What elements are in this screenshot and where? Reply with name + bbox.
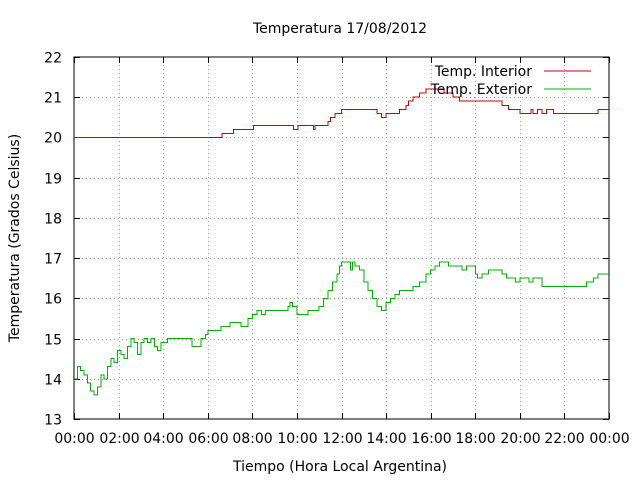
y-tick-label: 18: [44, 212, 62, 228]
series-layer: [74, 88, 609, 396]
y-tick-label: 20: [44, 131, 62, 147]
y-tick-label: 21: [44, 91, 62, 107]
x-tick-label: 06:00: [188, 431, 228, 447]
x-tick-label: 00:00: [589, 431, 629, 447]
y-tick-label: 17: [44, 252, 62, 268]
x-tick-label: 16:00: [411, 431, 451, 447]
x-axis-label: Tiempo (Hora Local Argentina): [232, 459, 447, 475]
tick-labels: 13 14 15 16 17 18 19 20 21 22 00:00 02:00 04:00 06:00…: [44, 51, 630, 448]
x-tick-label: 10:00: [277, 431, 317, 447]
y-tick-label: 19: [44, 172, 62, 188]
x-tick-label: 18:00: [455, 431, 495, 447]
x-tick-label: 08:00: [232, 431, 272, 447]
chart-title: Temperatura 17/08/2012: [252, 21, 427, 37]
legend: Temp. Interior Temp. Exterior: [430, 64, 591, 98]
x-tick-label: 00:00: [54, 431, 94, 447]
x-tick-label: 20:00: [500, 431, 540, 447]
legend-label-exterior: Temp. Exterior: [430, 82, 533, 98]
y-axis-label: Temperatura (Grados Celsius): [7, 134, 23, 343]
x-tick-label: 12:00: [322, 431, 362, 447]
y-tick-label: 22: [44, 51, 62, 67]
y-tick-label: 14: [44, 373, 62, 389]
x-tick-label: 14:00: [366, 431, 406, 447]
plot-frame: [73, 56, 610, 420]
legend-label-interior: Temp. Interior: [434, 64, 533, 80]
y-tick-label: 15: [44, 333, 62, 349]
y-tick-label: 13: [44, 413, 62, 429]
x-tick-label: 04:00: [143, 431, 183, 447]
x-tick-label: 02:00: [99, 431, 139, 447]
series-line-interior: [74, 88, 609, 138]
y-tick-label: 16: [44, 292, 62, 308]
series-line-exterior: [74, 261, 609, 396]
x-tick-label: 22:00: [544, 431, 584, 447]
